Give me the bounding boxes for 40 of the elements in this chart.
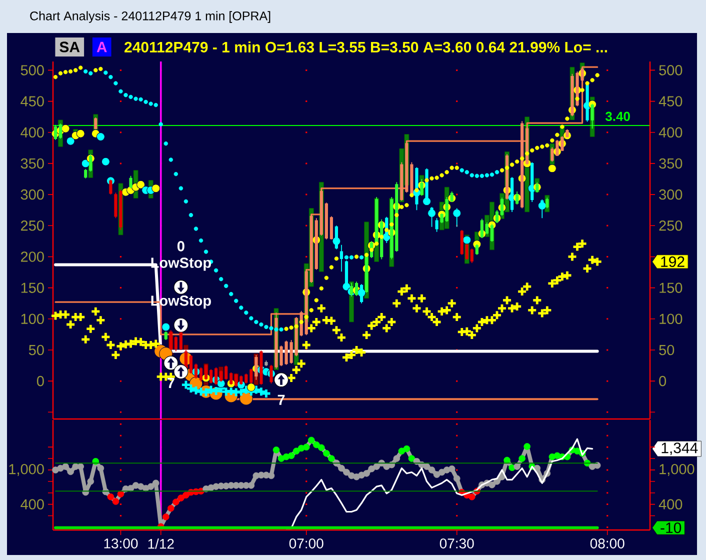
x-tick-label: 07:30 xyxy=(440,538,474,548)
chart-subtitle: 240112P479 - 1 min O=1.63 L=3.55 B=3.50 A=3.60 0.64 21.99% Lo= ... xyxy=(124,41,607,53)
x-tick-label: 13:00 xyxy=(104,538,138,548)
y-tick-label: 50 xyxy=(28,344,44,356)
y-tick-label: 100 xyxy=(21,314,44,324)
y2-tick-label: 500 xyxy=(659,65,682,76)
y-tick-label: 300 xyxy=(20,189,44,200)
y2-tick-label: 1,000 xyxy=(660,464,694,476)
y-tick-label: 150 xyxy=(21,282,44,293)
y-tick-label: 250 xyxy=(21,220,44,231)
y-tick-label: 200 xyxy=(21,252,44,262)
annotation: 3.40 xyxy=(605,112,630,121)
text: A xyxy=(96,42,107,52)
y2-tick-label: 50 xyxy=(659,344,674,356)
text: 1,344 xyxy=(662,442,698,455)
y-tick-label: 450 xyxy=(20,96,44,106)
y2-tick-label: 450 xyxy=(658,96,682,106)
y2-tick-label: 400 xyxy=(658,127,682,138)
y2-tick-label: 150 xyxy=(660,282,682,293)
y2-tick-label: 350 xyxy=(659,158,682,169)
y-tick-label: 400 xyxy=(20,127,44,138)
x-tick-label: 1/12 xyxy=(148,538,174,549)
y-tick-label: 0 xyxy=(36,376,44,386)
x-tick-label: 07:00 xyxy=(289,538,324,548)
annotation: 7 xyxy=(167,378,174,388)
chart-title: Chart Analysis - 240112P479 1 min [OPRA] xyxy=(30,11,270,23)
y-tick-label: 350 xyxy=(20,158,44,169)
y-tick-label: 400 xyxy=(20,499,44,510)
text: SA xyxy=(60,42,80,52)
y2-tick-label: 0 xyxy=(659,376,666,386)
text: 192 xyxy=(661,256,684,268)
y2-tick-label: 300 xyxy=(659,189,682,200)
text: -10 xyxy=(660,522,682,534)
annotation: 0 xyxy=(177,241,184,252)
y2-tick-label: 100 xyxy=(660,314,682,324)
y-tick-label: 1,000 xyxy=(9,464,44,476)
y2-tick-label: 400 xyxy=(658,499,682,510)
y-tick-label: 500 xyxy=(20,65,44,76)
y2-tick-label: 250 xyxy=(659,220,682,231)
x-tick-label: 08:00 xyxy=(590,538,624,548)
